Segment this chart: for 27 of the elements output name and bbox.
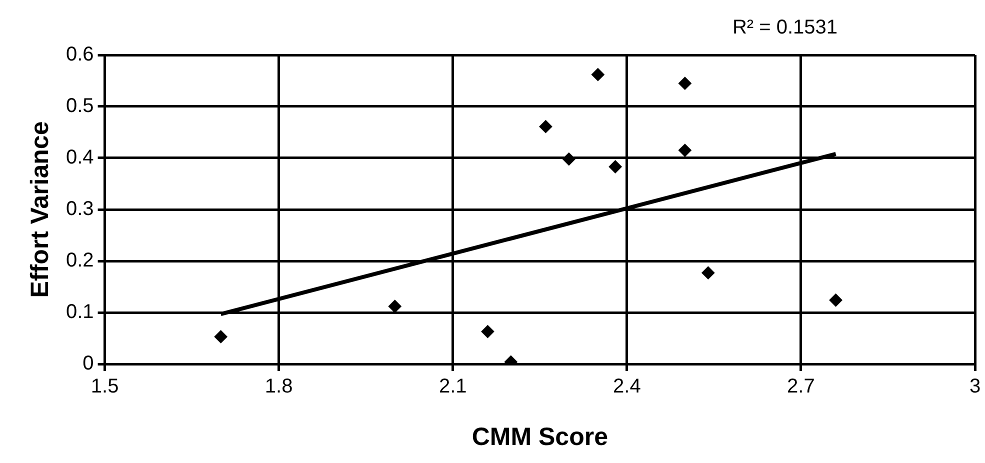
- point: [678, 144, 692, 157]
- point: [678, 76, 692, 90]
- x-tick-label: 3: [969, 376, 981, 398]
- x-tick-label: 1.8: [264, 376, 293, 398]
- x-tick-label: 2.4: [613, 376, 641, 398]
- y-tick-label: 0.6: [66, 44, 94, 66]
- point: [591, 68, 604, 82]
- point: [539, 120, 552, 134]
- point: [388, 300, 402, 313]
- y-tick-label: 0.4: [66, 146, 94, 169]
- point: [481, 325, 494, 338]
- text: R² = 0.1531: [732, 16, 838, 39]
- y-tick-label: 0: [82, 352, 94, 375]
- y-tick-label: 0.3: [66, 198, 94, 220]
- y-axis-title: Effort Variance: [26, 121, 54, 298]
- x-tick-label: 2.7: [787, 376, 815, 398]
- x-axis-title: CMM Score: [472, 422, 608, 451]
- y-tick-label: 0.5: [66, 95, 94, 118]
- x-tick-label: 1.5: [90, 376, 119, 398]
- point: [702, 266, 715, 280]
- point: [829, 294, 842, 307]
- point: [608, 160, 622, 174]
- point: [214, 330, 228, 344]
- y-tick-label: 0.1: [66, 301, 94, 324]
- y-tick-label: 0.2: [66, 250, 94, 272]
- x-tick-label: 2.1: [438, 376, 467, 398]
- point: [562, 152, 576, 166]
